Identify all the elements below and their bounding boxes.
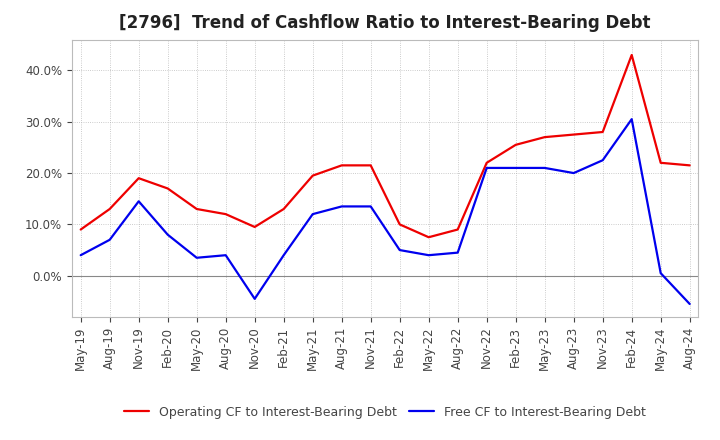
Free CF to Interest-Bearing Debt xyxy=(76,253,85,258)
Free CF to Interest-Bearing Debt xyxy=(424,253,433,258)
Free CF to Interest-Bearing Debt xyxy=(308,212,317,217)
Free CF to Interest-Bearing Debt xyxy=(511,165,520,171)
Operating CF to Interest-Bearing Debt xyxy=(338,163,346,168)
Operating CF to Interest-Bearing Debt xyxy=(76,227,85,232)
Title: [2796]  Trend of Cashflow Ratio to Interest-Bearing Debt: [2796] Trend of Cashflow Ratio to Intere… xyxy=(120,15,651,33)
Legend: Operating CF to Interest-Bearing Debt, Free CF to Interest-Bearing Debt: Operating CF to Interest-Bearing Debt, F… xyxy=(119,401,652,424)
Free CF to Interest-Bearing Debt xyxy=(570,170,578,176)
Operating CF to Interest-Bearing Debt xyxy=(627,52,636,58)
Operating CF to Interest-Bearing Debt xyxy=(454,227,462,232)
Free CF to Interest-Bearing Debt xyxy=(279,253,288,258)
Operating CF to Interest-Bearing Debt xyxy=(598,129,607,135)
Operating CF to Interest-Bearing Debt xyxy=(482,160,491,165)
Operating CF to Interest-Bearing Debt xyxy=(657,160,665,165)
Operating CF to Interest-Bearing Debt xyxy=(395,222,404,227)
Free CF to Interest-Bearing Debt xyxy=(221,253,230,258)
Operating CF to Interest-Bearing Debt xyxy=(163,186,172,191)
Free CF to Interest-Bearing Debt xyxy=(192,255,201,260)
Free CF to Interest-Bearing Debt xyxy=(627,117,636,122)
Operating CF to Interest-Bearing Debt xyxy=(251,224,259,230)
Operating CF to Interest-Bearing Debt xyxy=(192,206,201,212)
Free CF to Interest-Bearing Debt xyxy=(685,301,694,307)
Operating CF to Interest-Bearing Debt xyxy=(570,132,578,137)
Free CF to Interest-Bearing Debt xyxy=(657,271,665,276)
Operating CF to Interest-Bearing Debt xyxy=(685,163,694,168)
Operating CF to Interest-Bearing Debt xyxy=(135,176,143,181)
Free CF to Interest-Bearing Debt xyxy=(251,296,259,301)
Operating CF to Interest-Bearing Debt xyxy=(511,142,520,147)
Operating CF to Interest-Bearing Debt xyxy=(308,173,317,178)
Operating CF to Interest-Bearing Debt xyxy=(221,212,230,217)
Free CF to Interest-Bearing Debt xyxy=(163,232,172,237)
Free CF to Interest-Bearing Debt xyxy=(338,204,346,209)
Operating CF to Interest-Bearing Debt xyxy=(279,206,288,212)
Operating CF to Interest-Bearing Debt xyxy=(366,163,375,168)
Free CF to Interest-Bearing Debt xyxy=(598,158,607,163)
Free CF to Interest-Bearing Debt xyxy=(395,247,404,253)
Operating CF to Interest-Bearing Debt xyxy=(541,135,549,140)
Free CF to Interest-Bearing Debt xyxy=(105,237,114,242)
Free CF to Interest-Bearing Debt xyxy=(541,165,549,171)
Line: Free CF to Interest-Bearing Debt: Free CF to Interest-Bearing Debt xyxy=(81,119,690,304)
Free CF to Interest-Bearing Debt xyxy=(454,250,462,255)
Free CF to Interest-Bearing Debt xyxy=(135,198,143,204)
Free CF to Interest-Bearing Debt xyxy=(482,165,491,171)
Free CF to Interest-Bearing Debt xyxy=(366,204,375,209)
Operating CF to Interest-Bearing Debt xyxy=(105,206,114,212)
Operating CF to Interest-Bearing Debt xyxy=(424,235,433,240)
Line: Operating CF to Interest-Bearing Debt: Operating CF to Interest-Bearing Debt xyxy=(81,55,690,237)
